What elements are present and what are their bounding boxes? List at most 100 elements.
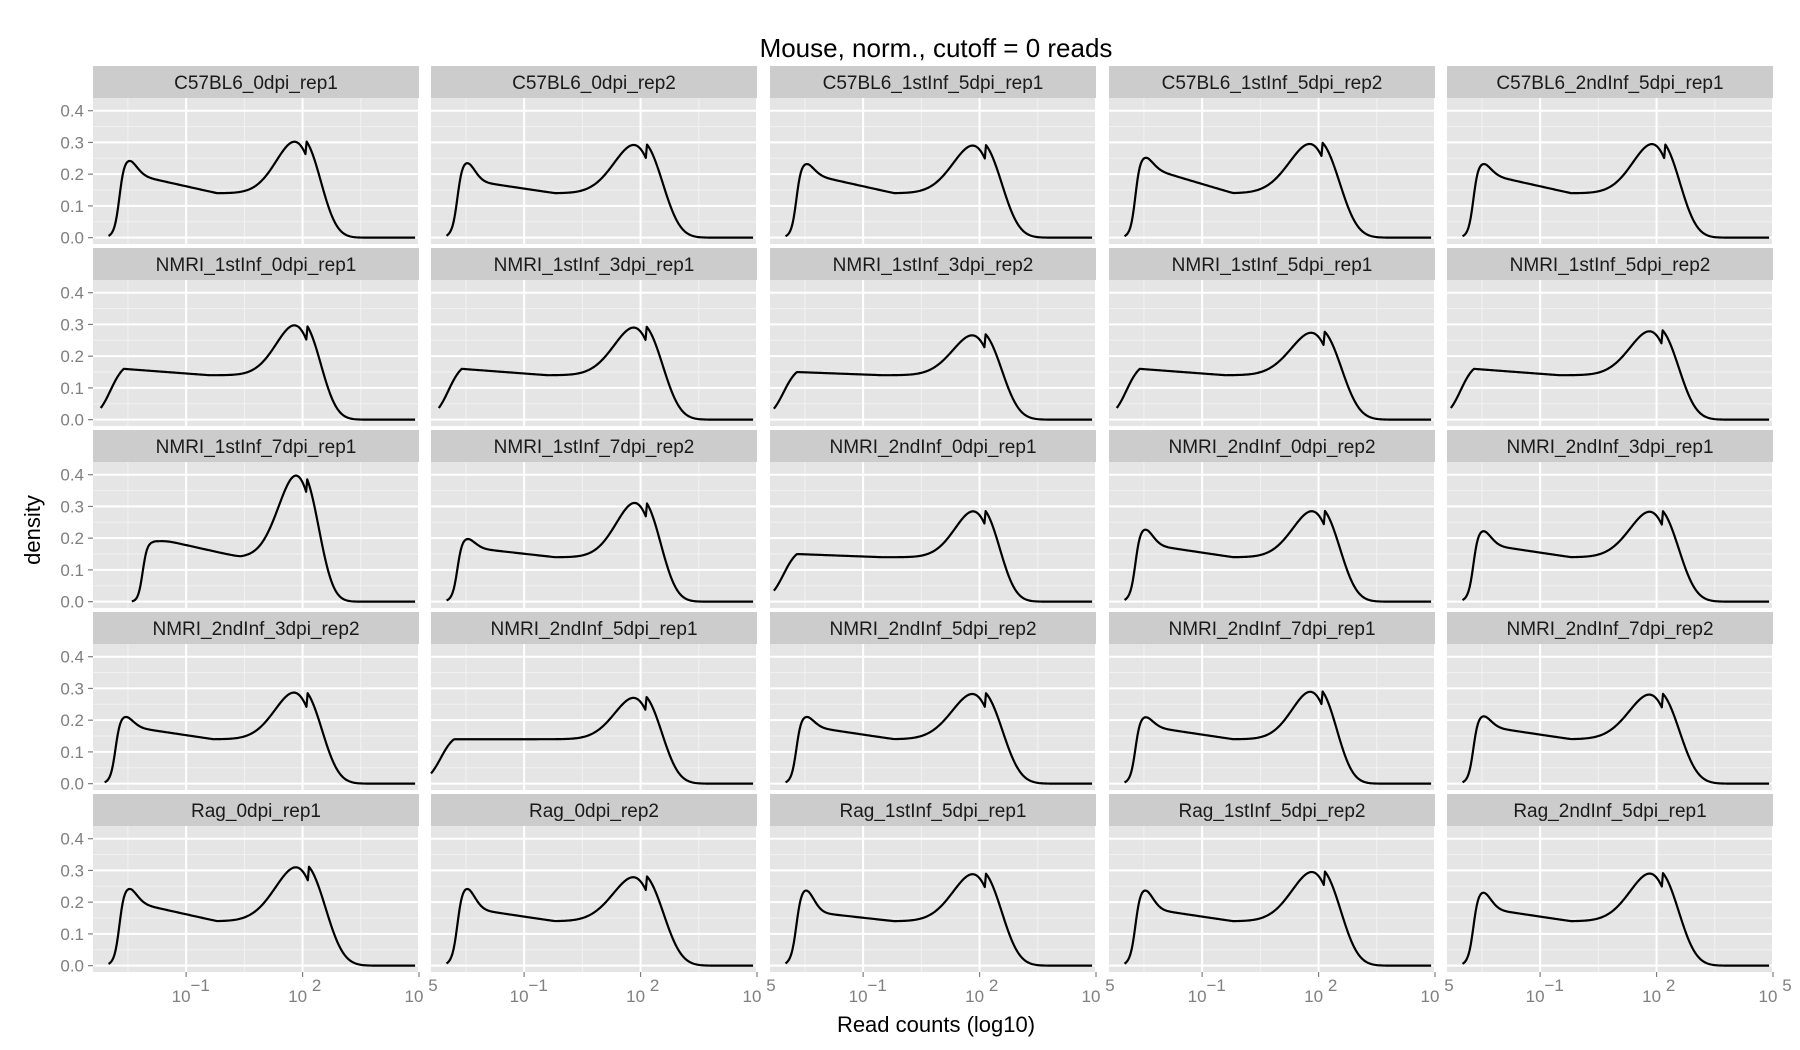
facet-panel: C57BL6_1stInf_5dpi_rep2 <box>1109 66 1436 244</box>
x-tick-exponent: −1 <box>190 976 209 995</box>
plot-background <box>93 462 419 608</box>
plot-background <box>770 644 1096 790</box>
y-tick-label: 0.4 <box>60 284 84 303</box>
facet-strip <box>1109 794 1435 826</box>
facet-panel: NMRI_1stInf_7dpi_rep2 <box>431 430 758 608</box>
y-tick-label: 0.4 <box>60 648 84 667</box>
plot-background <box>1447 98 1773 244</box>
facet-strip <box>1447 66 1773 98</box>
facet-strip-label: NMRI_2ndInf_5dpi_rep2 <box>829 619 1036 640</box>
facet-panel: NMRI_2ndInf_5dpi_rep1 <box>430 612 758 790</box>
density-curve <box>773 510 1093 603</box>
y-tick-label: 0.1 <box>60 379 84 398</box>
plot-background <box>1109 462 1435 608</box>
facet-strip-label: NMRI_2ndInf_7dpi_rep1 <box>1168 619 1375 640</box>
x-tick-label: 10 <box>1304 987 1323 1006</box>
density-curve <box>773 333 1093 421</box>
facet-strip <box>93 794 419 826</box>
facet-strip <box>770 248 1096 280</box>
x-tick-label: 10 <box>1188 987 1207 1006</box>
y-axis-label: density <box>20 495 45 565</box>
y-tick-label: 0.3 <box>60 315 84 334</box>
plot-background <box>431 98 757 244</box>
density-curve <box>107 140 416 239</box>
plot-background <box>1447 644 1773 790</box>
facet-panels: C57BL6_0dpi_rep10.00.10.20.30.4C57BL6_0d… <box>60 66 1792 1006</box>
plot-background <box>93 644 419 790</box>
y-tick-label: 0.2 <box>60 893 84 912</box>
facet-strip-label: C57BL6_0dpi_rep2 <box>512 73 676 94</box>
y-tick-label: 0.3 <box>60 133 84 152</box>
facet-strip-label: NMRI_2ndInf_0dpi_rep1 <box>829 437 1036 458</box>
facet-panel: NMRI_1stInf_3dpi_rep2 <box>770 248 1097 426</box>
density-curve <box>1461 872 1770 967</box>
x-tick-label: 10 <box>1421 987 1440 1006</box>
y-tick-label: 0.3 <box>60 861 84 880</box>
density-curve <box>445 143 754 239</box>
density-curve <box>784 144 1093 239</box>
facet-strip <box>93 248 419 280</box>
plot-background <box>431 826 757 972</box>
facet-strip <box>1447 248 1773 280</box>
plot-background <box>1109 280 1435 426</box>
y-tick-label: 0.4 <box>60 102 84 121</box>
x-tick-exponent: 5 <box>766 976 775 995</box>
facet-strip-label: Rag_0dpi_rep1 <box>191 801 321 822</box>
plot-background <box>1447 280 1773 426</box>
plot-background <box>93 280 419 426</box>
facet-panel: NMRI_1stInf_3dpi_rep1 <box>431 248 758 426</box>
plot-background <box>1447 462 1773 608</box>
facet-panel: NMRI_2ndInf_0dpi_rep1 <box>770 430 1097 608</box>
facet-panel: NMRI_2ndInf_7dpi_rep1 <box>1109 612 1436 790</box>
x-tick-label: 10 <box>743 987 762 1006</box>
plot-background <box>770 826 1096 972</box>
facet-strip <box>431 66 757 98</box>
facet-panel: NMRI_1stInf_7dpi_rep1 0.0 0.1 0.2 0.3 0.4 <box>60 430 420 612</box>
x-tick-exponent: −1 <box>1544 976 1563 995</box>
density-curve <box>1123 509 1432 603</box>
y-tick-label: 0.4 <box>60 830 84 849</box>
y-tick-label: 0.2 <box>60 165 84 184</box>
facet-strip <box>770 66 1096 98</box>
x-tick-label: 10 <box>172 987 191 1006</box>
density-curve <box>446 501 754 603</box>
density-curve <box>99 324 416 421</box>
plot-background <box>770 462 1096 608</box>
facet-panel: NMRI_2ndInf_3dpi_rep2 0.0 0.1 0.2 0.3 0.4 <box>60 612 420 794</box>
facet-strip-label: NMRI_1stInf_7dpi_rep2 <box>494 437 695 458</box>
facet-strip-label: Rag_0dpi_rep2 <box>529 801 659 822</box>
density-curve <box>1461 692 1770 785</box>
facet-panel: C57BL6_1stInf_5dpi_rep1 <box>770 66 1097 244</box>
x-tick-exponent: 5 <box>1782 976 1791 995</box>
x-tick-exponent: 2 <box>1666 976 1675 995</box>
density-curve <box>445 875 754 967</box>
y-tick-label: 0.2 <box>60 529 84 548</box>
facet-strip <box>93 430 419 462</box>
facet-strip-label: Rag_2ndInf_5dpi_rep1 <box>1513 801 1706 822</box>
plot-background <box>1109 826 1435 972</box>
plot-background <box>431 280 757 426</box>
plot-background <box>770 98 1096 244</box>
plot-background <box>93 98 419 244</box>
x-tick-exponent: 2 <box>650 976 659 995</box>
facet-strip <box>431 612 757 644</box>
facet-strip <box>1109 612 1435 644</box>
facet-strip <box>93 612 419 644</box>
y-tick-label: 0.3 <box>60 497 84 516</box>
facet-panel: NMRI_2ndInf_7dpi_rep2 <box>1447 612 1774 790</box>
facet-strip-label: NMRI_1stInf_3dpi_rep2 <box>833 255 1034 276</box>
plot-background <box>1447 826 1773 972</box>
chart-title: Mouse, norm., cutoff = 0 reads <box>760 33 1113 63</box>
facet-strip <box>93 66 419 98</box>
density-curve <box>107 865 416 967</box>
x-tick-exponent: 5 <box>1444 976 1453 995</box>
y-tick-label: 0.2 <box>60 347 84 366</box>
facet-panel: NMRI_1stInf_5dpi_rep2 <box>1447 248 1774 426</box>
y-tick-label: 0.1 <box>60 197 84 216</box>
x-tick-label: 10 <box>626 987 645 1006</box>
density-curve <box>1461 510 1770 603</box>
facet-strip <box>1447 612 1773 644</box>
facet-panel: NMRI_2ndInf_5dpi_rep2 <box>770 612 1097 790</box>
